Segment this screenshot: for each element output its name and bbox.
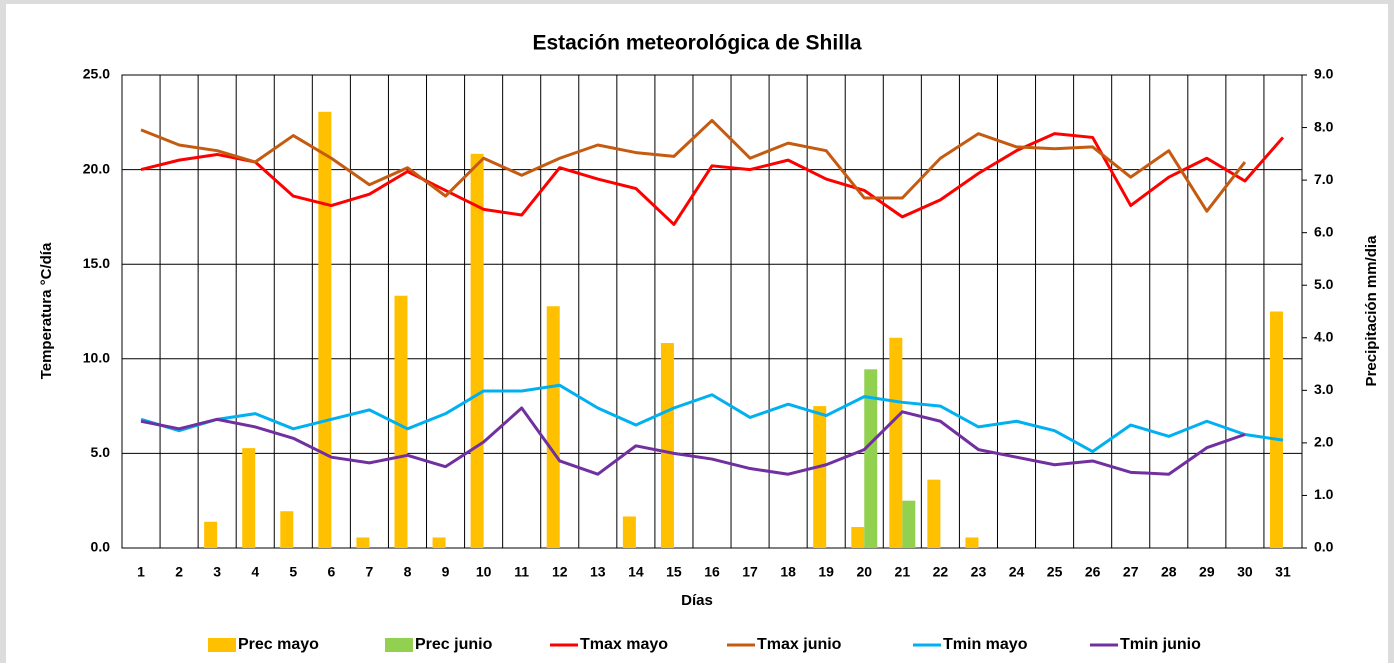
y-axis-label: Temperatura °C/día bbox=[38, 242, 55, 379]
y-tick-label: 20.0 bbox=[83, 160, 110, 176]
bar bbox=[660, 343, 674, 548]
x-tick-label: 16 bbox=[704, 564, 720, 580]
line bbox=[140, 406, 1246, 476]
bar bbox=[470, 153, 484, 549]
y-tick-label: 15.0 bbox=[83, 255, 110, 271]
bar bbox=[204, 521, 218, 548]
line bbox=[140, 132, 1285, 226]
bar bbox=[813, 406, 827, 548]
y-tick-label: 5.0 bbox=[91, 444, 111, 460]
x-tick-label: 29 bbox=[1199, 564, 1215, 580]
x-tick-label: 22 bbox=[933, 564, 949, 580]
x-tick-label: 12 bbox=[552, 564, 568, 580]
bar bbox=[889, 337, 903, 548]
x-tick-label: 28 bbox=[1161, 564, 1177, 580]
legend-label: Tmax junio bbox=[757, 636, 842, 653]
x-tick-label: 1 bbox=[137, 564, 145, 580]
legend-label: Tmax mayo bbox=[580, 636, 668, 653]
x-tick-label: 25 bbox=[1047, 564, 1063, 580]
x-axis-label: Días bbox=[681, 592, 713, 609]
y2-tick-label: 4.0 bbox=[1314, 328, 1334, 344]
y2-axis-label: Precipitación mm/dia bbox=[1363, 235, 1380, 387]
x-tick-label: 21 bbox=[895, 564, 911, 580]
y2-tick-label: 1.0 bbox=[1314, 486, 1334, 502]
legend-swatch bbox=[385, 638, 413, 652]
chart-title: Estación meteorológica de Shilla bbox=[532, 32, 861, 55]
bar bbox=[902, 500, 916, 548]
x-tick-label: 31 bbox=[1275, 564, 1291, 580]
legend-label: Prec mayo bbox=[238, 636, 319, 653]
bar bbox=[622, 516, 636, 548]
x-tick-label: 5 bbox=[289, 564, 297, 580]
x-tick-label: 23 bbox=[971, 564, 987, 580]
x-tick-label: 10 bbox=[476, 564, 492, 580]
bar bbox=[280, 511, 294, 548]
legend-swatch bbox=[208, 638, 236, 652]
x-tick-label: 17 bbox=[742, 564, 758, 580]
y2-tick-label: 6.0 bbox=[1314, 223, 1334, 239]
bar bbox=[242, 448, 256, 548]
y-tick-label: 25.0 bbox=[83, 66, 110, 82]
bar bbox=[546, 306, 560, 548]
y2-tick-label: 3.0 bbox=[1314, 381, 1334, 397]
x-tick-label: 9 bbox=[442, 564, 450, 580]
y2-tick-label: 5.0 bbox=[1314, 276, 1334, 292]
y-tick-label: 10.0 bbox=[83, 350, 110, 366]
y2-tick-label: 9.0 bbox=[1314, 66, 1334, 82]
x-tick-label: 18 bbox=[780, 564, 796, 580]
bar bbox=[1269, 311, 1283, 548]
x-tick-label: 11 bbox=[514, 564, 529, 580]
x-tick-label: 2 bbox=[175, 564, 183, 580]
y2-tick-label: 8.0 bbox=[1314, 118, 1334, 134]
y2-tick-label: 7.0 bbox=[1314, 171, 1334, 187]
x-tick-label: 15 bbox=[666, 564, 682, 580]
bar bbox=[394, 295, 408, 548]
x-tick-label: 20 bbox=[856, 564, 872, 580]
x-tick-label: 3 bbox=[213, 564, 221, 580]
x-tick-label: 7 bbox=[366, 564, 374, 580]
bar bbox=[318, 111, 332, 549]
bar bbox=[356, 537, 370, 548]
x-tick-label: 8 bbox=[404, 564, 412, 580]
line bbox=[140, 118, 1247, 213]
legend-label: Prec junio bbox=[415, 636, 493, 653]
x-tick-label: 30 bbox=[1237, 564, 1253, 580]
x-tick-label: 27 bbox=[1123, 564, 1139, 580]
y-tick-label: 0.0 bbox=[91, 539, 111, 555]
line bbox=[140, 383, 1284, 454]
x-tick-label: 14 bbox=[628, 564, 644, 580]
x-tick-label: 26 bbox=[1085, 564, 1101, 580]
bar bbox=[864, 369, 878, 548]
legend-label: Tmin junio bbox=[1120, 636, 1201, 653]
x-tick-label: 13 bbox=[590, 564, 606, 580]
x-tick-label: 4 bbox=[251, 564, 259, 580]
bar bbox=[432, 537, 446, 548]
legend-label: Tmin mayo bbox=[943, 636, 1028, 653]
bar bbox=[927, 479, 941, 548]
bar bbox=[851, 526, 865, 548]
y2-tick-label: 0.0 bbox=[1314, 539, 1334, 555]
y2-tick-label: 2.0 bbox=[1314, 434, 1334, 450]
x-tick-label: 6 bbox=[327, 564, 335, 580]
x-tick-label: 24 bbox=[1009, 564, 1025, 580]
bar bbox=[965, 537, 979, 548]
x-tick-label: 19 bbox=[818, 564, 834, 580]
plot-border bbox=[121, 74, 1303, 549]
